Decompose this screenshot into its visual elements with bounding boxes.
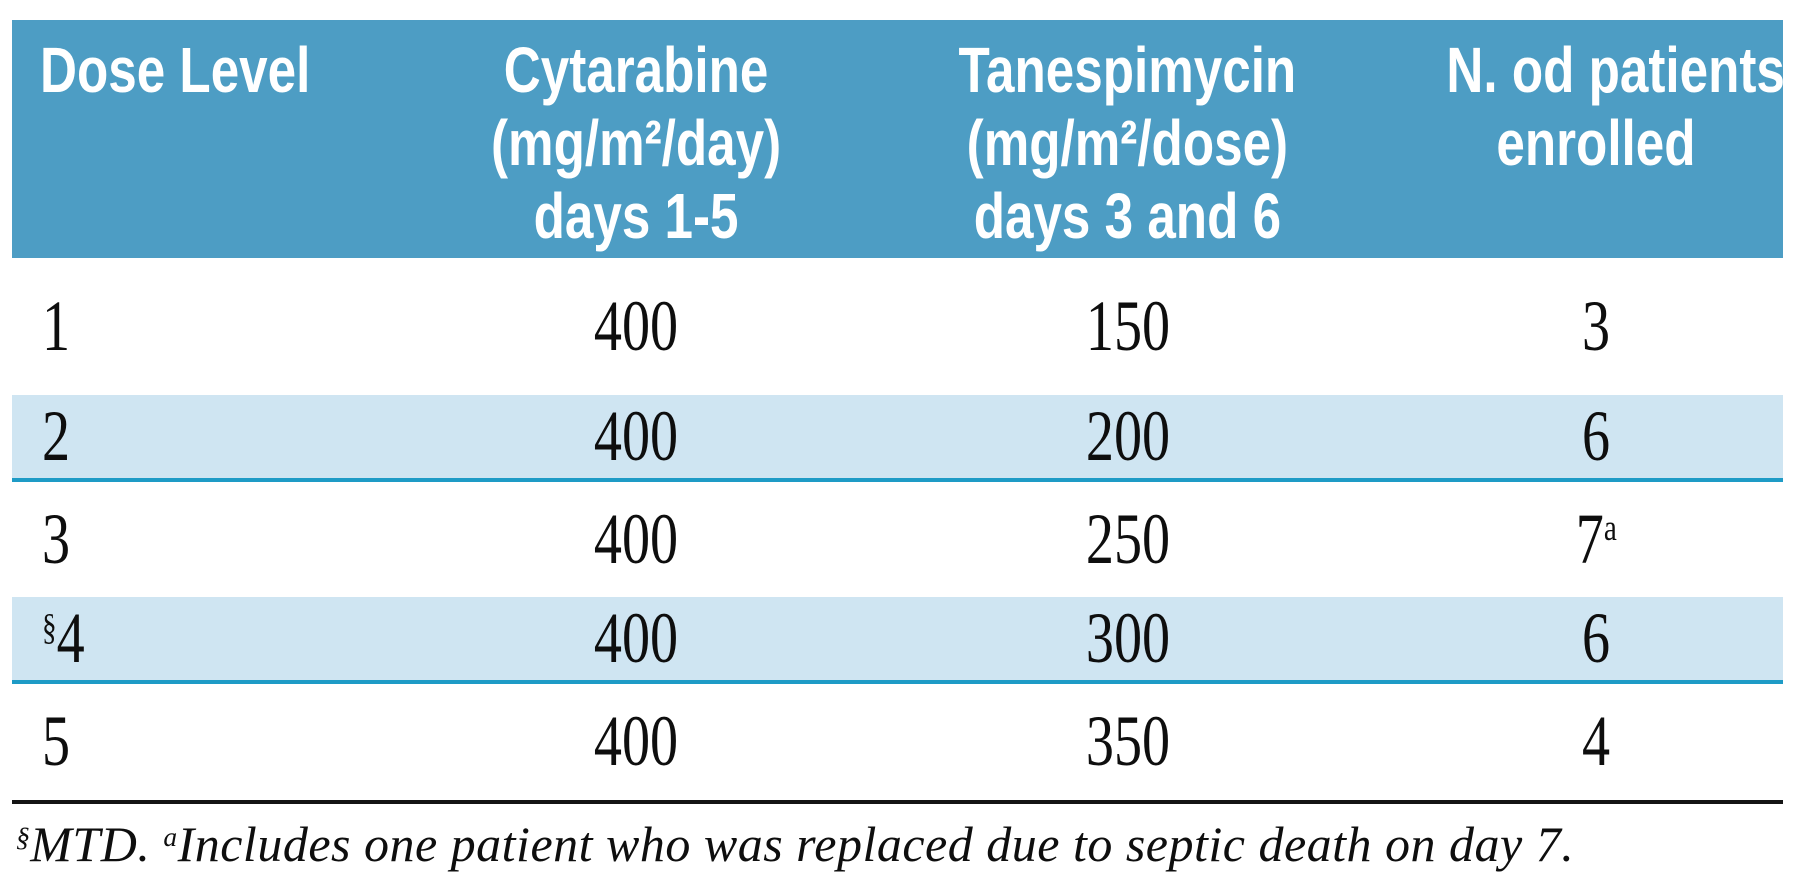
table-row: §4 400 300 6 <box>12 597 1783 684</box>
footnote-rule <box>12 800 1783 804</box>
header-label: enrolled <box>1496 107 1696 179</box>
cell-patients: 4 <box>1349 682 1783 798</box>
patients-value: 6 <box>1581 396 1611 476</box>
cell-dose-level: 1 <box>12 258 366 395</box>
header-label: days 1-5 <box>533 180 739 252</box>
cell-tanespimycin: 250 <box>1085 499 1170 579</box>
dose-level-value: 3 <box>42 499 71 579</box>
header-label: (mg/m²/day) <box>491 107 782 179</box>
footnote: §MTD. aIncludes one patient who was repl… <box>12 804 1783 872</box>
header-label: days 3 and 6 <box>974 180 1282 252</box>
patients-value: 3 <box>1581 286 1611 366</box>
cell-tanespimycin: 150 <box>1085 286 1170 366</box>
cell-dose-level: §4 <box>12 597 367 684</box>
table-row: 5 400 350 4 <box>12 682 1783 798</box>
header-dose-level: Dose Level <box>12 20 367 258</box>
table-header-row: Dose Level Cytarabine (mg/m²/day) days 1… <box>12 20 1785 258</box>
patients-value: 7 <box>1575 499 1604 579</box>
patients-value: 6 <box>1581 598 1611 678</box>
table-row: 2 400 200 6 <box>12 395 1783 482</box>
cell-patients: 6 <box>1349 597 1783 684</box>
cell-patients: 7a <box>1349 480 1783 597</box>
cell-tanespimycin: 200 <box>906 395 1350 482</box>
dose-level-value: 5 <box>42 700 71 781</box>
header-label: Cytarabine <box>503 34 769 106</box>
cell-tanespimycin: 350 <box>1085 700 1170 781</box>
header-label: N. od patients <box>1446 34 1785 106</box>
footnote-marker-mtd: § <box>16 820 31 852</box>
dose-escalation-table: Dose Level Cytarabine (mg/m²/day) days 1… <box>12 20 1785 798</box>
footnote-text-a: Includes one patient who was replaced du… <box>177 816 1575 872</box>
cell-dose-level: 3 <box>12 480 366 597</box>
header-tanespimycin: Tanespimycin (mg/m²/dose) days 3 and 6 <box>906 20 1350 258</box>
cell-dose-level: 2 <box>12 395 367 482</box>
header-label: Tanespimycin <box>958 34 1297 106</box>
cell-cytarabine: 400 <box>366 395 907 482</box>
footnote-marker-a: a <box>163 820 178 852</box>
cell-patients: 6 <box>1349 395 1783 482</box>
footnote-text-mtd: MTD. <box>30 816 164 872</box>
table-row: 3 400 250 7a <box>12 480 1783 597</box>
header-cytarabine: Cytarabine (mg/m²/day) days 1-5 <box>366 20 907 258</box>
cell-cytarabine: 400 <box>594 286 679 366</box>
dose-level-value: 1 <box>42 286 71 366</box>
dose-level-marker: § <box>42 606 57 648</box>
cell-dose-level: 5 <box>12 682 366 798</box>
header-label: Dose Level <box>40 34 311 106</box>
dose-level-value: 2 <box>42 396 71 476</box>
patients-value: 4 <box>1581 700 1611 781</box>
cell-cytarabine: 400 <box>594 700 679 781</box>
cell-tanespimycin: 300 <box>906 597 1350 684</box>
cell-patients: 3 <box>1349 258 1783 395</box>
header-patients-enrolled: N. od patients enrolled <box>1349 20 1785 258</box>
patients-footnote-marker: a <box>1603 507 1617 549</box>
header-label: (mg/m²/dose) <box>966 107 1289 179</box>
dose-level-value: 4 <box>56 598 85 678</box>
table-row: 1 400 150 3 <box>12 258 1783 395</box>
cell-cytarabine: 400 <box>594 499 679 579</box>
cell-cytarabine: 400 <box>366 597 907 684</box>
